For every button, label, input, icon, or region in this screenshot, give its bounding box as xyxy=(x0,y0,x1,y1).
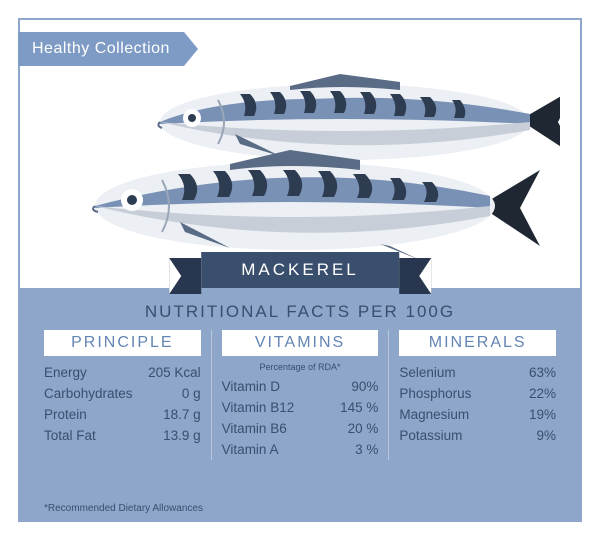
fish-illustration xyxy=(80,70,570,270)
row-value: 63% xyxy=(529,365,556,380)
table-row: Phosphorus 22% xyxy=(399,383,556,404)
col-minerals-header: MINERALS xyxy=(399,330,556,356)
table-row: Vitamin B12 145 % xyxy=(222,397,379,418)
panel-subtitle: NUTRITIONAL FACTS PER 100G xyxy=(20,302,580,322)
row-value: 9% xyxy=(537,428,557,443)
col-principle: PRINCIPLE Energy 205 Kcal Carbohydrates 0 … xyxy=(34,330,211,460)
nutrition-panel: NUTRITIONAL FACTS PER 100G PRINCIPLE Ene… xyxy=(20,288,580,520)
row-label: Energy xyxy=(44,365,87,380)
row-value: 145 % xyxy=(340,400,378,415)
table-row: Carbohydrates 0 g xyxy=(44,383,201,404)
row-label: Phosphorus xyxy=(399,386,471,401)
table-row: Total Fat 13.9 g xyxy=(44,425,201,446)
row-value: 3 % xyxy=(355,442,378,457)
row-label: Total Fat xyxy=(44,428,96,443)
row-value: 18.7 g xyxy=(163,407,201,422)
header-ribbon: Healthy Collection xyxy=(18,32,198,66)
rda-note: Percentage of RDA* xyxy=(222,362,379,372)
food-name: MACKEREL xyxy=(201,252,399,288)
row-value: 13.9 g xyxy=(163,428,201,443)
row-value: 22% xyxy=(529,386,556,401)
header-ribbon-tail xyxy=(184,32,198,66)
row-value: 90% xyxy=(351,379,378,394)
footnote: *Recommended Dietary Allowances xyxy=(44,503,203,514)
row-label: Vitamin D xyxy=(222,379,280,394)
row-value: 205 Kcal xyxy=(148,365,201,380)
row-label: Vitamin B12 xyxy=(222,400,295,415)
table-row: Potassium 9% xyxy=(399,425,556,446)
table-row: Protein 18.7 g xyxy=(44,404,201,425)
table-row: Vitamin D 90% xyxy=(222,376,379,397)
col-principle-header: PRINCIPLE xyxy=(44,330,201,356)
row-value: 19% xyxy=(529,407,556,422)
food-name-ribbon: MACKEREL xyxy=(169,258,431,294)
row-label: Vitamin A xyxy=(222,442,279,457)
ribbon-left-tail xyxy=(169,258,201,294)
row-value: 20 % xyxy=(348,421,379,436)
table-row: Vitamin B6 20 % xyxy=(222,418,379,439)
col-vitamins: VITAMINS Percentage of RDA* Vitamin D 90%… xyxy=(211,330,389,460)
row-label: Carbohydrates xyxy=(44,386,133,401)
row-label: Potassium xyxy=(399,428,462,443)
row-value: 0 g xyxy=(182,386,201,401)
row-label: Protein xyxy=(44,407,87,422)
table-row: Energy 205 Kcal xyxy=(44,362,201,383)
table-row: Vitamin A 3 % xyxy=(222,439,379,460)
col-minerals: MINERALS Selenium 63% Phosphorus 22% Magne… xyxy=(388,330,566,460)
header-title: Healthy Collection xyxy=(18,32,184,66)
row-label: Vitamin B6 xyxy=(222,421,287,436)
row-label: Magnesium xyxy=(399,407,469,422)
table-row: Magnesium 19% xyxy=(399,404,556,425)
col-vitamins-header: VITAMINS xyxy=(222,330,379,356)
table-row: Selenium 63% xyxy=(399,362,556,383)
nutrition-columns: PRINCIPLE Energy 205 Kcal Carbohydrates 0 … xyxy=(20,330,580,460)
ribbon-right-tail xyxy=(399,258,431,294)
row-label: Selenium xyxy=(399,365,455,380)
